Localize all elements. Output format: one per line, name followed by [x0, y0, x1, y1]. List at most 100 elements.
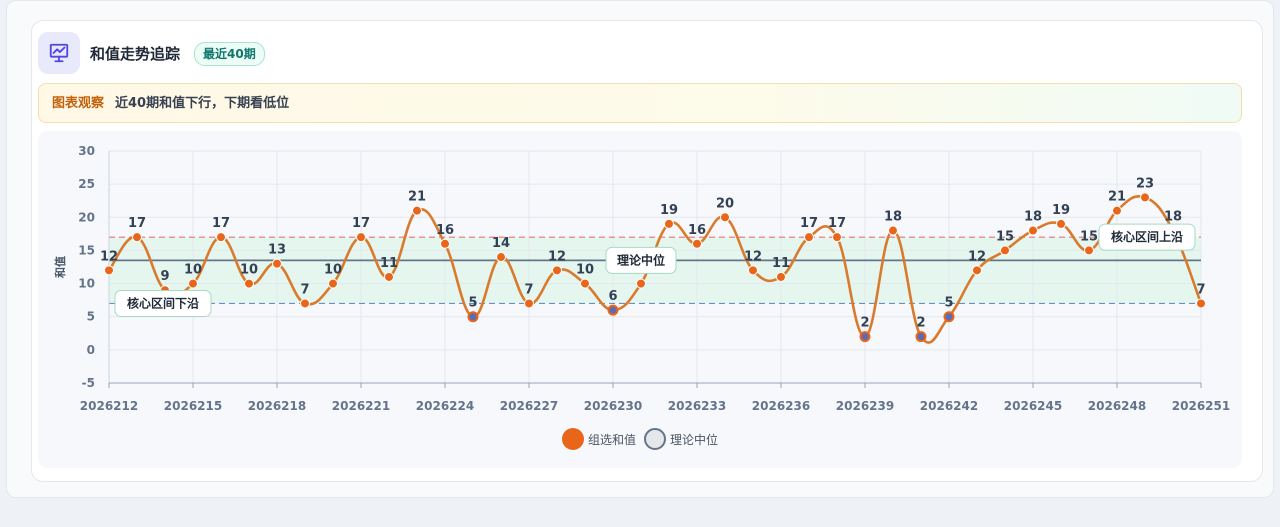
data-point — [804, 232, 814, 243]
annotation-text: 核心区间上沿 — [1111, 229, 1183, 244]
data-label: 16 — [436, 223, 454, 238]
data-point — [524, 298, 534, 309]
legend-midline-swatch — [644, 428, 666, 450]
data-label: 18 — [884, 210, 902, 225]
y-tick-label: -5 — [82, 376, 95, 390]
insight-text: 近40期和值下行，下期看低位 — [115, 96, 290, 111]
legend-series-label: 组选和值 — [587, 432, 636, 447]
data-point — [607, 304, 619, 316]
data-label: 17 — [800, 216, 818, 231]
x-tick-label: 2026224 — [416, 399, 474, 413]
data-point — [496, 252, 506, 263]
data-label: 5 — [944, 296, 953, 311]
data-label: 17 — [212, 216, 230, 231]
data-label: 19 — [1052, 203, 1070, 218]
data-label: 17 — [128, 216, 146, 231]
annotation-text: 核心区间下沿 — [127, 295, 199, 310]
data-point — [552, 265, 562, 276]
data-label: 10 — [184, 263, 202, 278]
x-tick-label: 2026245 — [1004, 399, 1062, 413]
data-point — [1000, 245, 1010, 256]
data-point — [915, 331, 927, 343]
data-label: 7 — [524, 282, 533, 297]
data-point — [1056, 218, 1066, 229]
annotation-callout: 理论中位 — [605, 246, 677, 274]
data-point — [1084, 245, 1094, 256]
data-label: 19 — [660, 203, 678, 218]
data-label: 12 — [744, 249, 762, 264]
data-label: 17 — [828, 216, 846, 231]
y-tick-label: 15 — [78, 243, 95, 257]
data-point — [132, 232, 142, 243]
legend-item-midline[interactable]: 理论中位 — [644, 428, 718, 450]
data-label: 18 — [1164, 210, 1182, 225]
series-line — [107, 195, 1203, 344]
legend-item-series[interactable]: 组选和值 — [561, 428, 636, 450]
data-label: 11 — [772, 256, 790, 271]
x-tick-label: 2026215 — [164, 399, 222, 413]
data-point — [384, 271, 394, 282]
data-point — [356, 232, 366, 243]
x-tick-label: 2026227 — [500, 399, 558, 413]
data-point — [1112, 205, 1122, 216]
data-label: 9 — [160, 269, 169, 284]
data-label: 2 — [916, 316, 925, 331]
chart-presentation-icon — [38, 32, 80, 74]
y-tick-label: 10 — [78, 277, 95, 291]
data-point — [1140, 192, 1150, 203]
y-tick-label: 25 — [78, 177, 95, 191]
x-tick-label: 2026236 — [752, 399, 810, 413]
data-label: 14 — [492, 236, 510, 251]
data-point — [272, 258, 282, 269]
x-tick-label: 2026230 — [584, 399, 642, 413]
data-point — [244, 278, 254, 289]
data-point — [580, 278, 590, 289]
x-tick-label: 2026239 — [836, 399, 894, 413]
period-badge: 最近40期 — [194, 42, 265, 66]
annotation-box — [1098, 223, 1196, 251]
data-label: 21 — [1108, 190, 1126, 205]
data-point — [888, 225, 898, 236]
data-point — [636, 278, 646, 289]
chart-title: 和值走势追踪 — [90, 45, 181, 63]
data-label: 12 — [548, 249, 566, 264]
data-point — [467, 311, 479, 323]
data-label: 23 — [1136, 176, 1154, 191]
y-tick-label: 30 — [78, 144, 95, 158]
data-label: 18 — [1024, 210, 1042, 225]
data-label: 16 — [688, 223, 706, 238]
data-label: 7 — [1196, 282, 1205, 297]
y-axis-title: 和值 — [53, 256, 67, 278]
chart-legend: 组选和值 理论中位 — [0, 428, 1280, 450]
data-point — [776, 271, 786, 282]
data-label: 2 — [860, 316, 869, 331]
data-point — [412, 205, 422, 216]
data-label: 15 — [996, 229, 1014, 244]
data-point — [943, 311, 955, 323]
data-label: 6 — [608, 289, 617, 304]
data-point — [692, 238, 702, 249]
data-label: 13 — [268, 243, 286, 258]
x-tick-label: 2026248 — [1088, 399, 1146, 413]
legend-midline-label: 理论中位 — [670, 432, 719, 447]
insight-banner: 图表观察 近40期和值下行，下期看低位 — [38, 83, 1242, 123]
legend-series-swatch — [561, 428, 584, 450]
annotation-callout: 核心区间上沿 — [1098, 223, 1196, 251]
data-label: 20 — [716, 196, 734, 211]
annotation-callout: 核心区间下沿 — [114, 289, 212, 317]
data-label: 17 — [352, 216, 370, 231]
data-point — [104, 265, 114, 276]
data-label: 12 — [968, 249, 986, 264]
data-point — [440, 238, 450, 249]
data-point — [748, 265, 758, 276]
data-point — [972, 265, 982, 276]
annotation-box — [114, 289, 212, 317]
data-point — [832, 232, 842, 243]
insight-tag: 图表观察 — [52, 96, 105, 111]
data-label: 10 — [240, 263, 258, 278]
data-point — [300, 298, 310, 309]
data-label: 15 — [1080, 229, 1098, 244]
data-point — [216, 232, 226, 243]
x-tick-label: 2026218 — [248, 399, 306, 413]
